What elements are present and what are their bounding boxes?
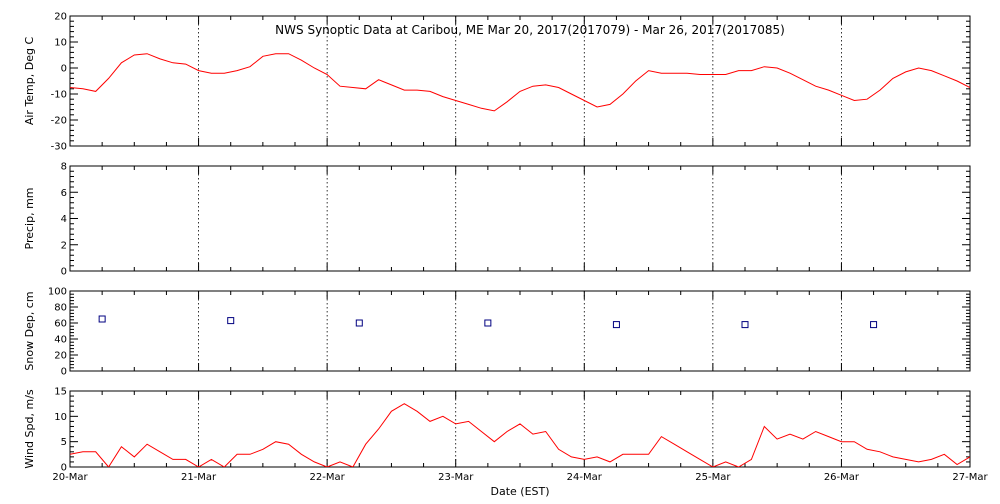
xtick-label-5: 25-Mar (695, 472, 731, 483)
chart-title: NWS Synoptic Data at Caribou, ME Mar 20,… (275, 23, 785, 37)
data-point-snow-depth-3 (484, 319, 492, 327)
series-line-air-temp (70, 53, 970, 112)
panel-frame-precip (69, 165, 971, 272)
ytick-label-wind-speed-2: 10 (54, 412, 67, 423)
ytick-label-precip-4: 8 (61, 162, 67, 173)
ytick-label-snow-depth-4: 80 (54, 303, 67, 314)
xtick-label-7: 27-Mar (952, 472, 988, 483)
data-point-snow-depth-6 (870, 321, 878, 329)
panel-frame-air-temp (69, 15, 971, 147)
ytick-label-wind-speed-3: 15 (54, 387, 67, 398)
xtick-label-4: 24-Mar (567, 472, 603, 483)
data-point-snow-depth-5 (741, 321, 749, 329)
ytick-label-air-temp-2: -10 (51, 90, 67, 101)
ytick-label-snow-depth-2: 40 (54, 335, 67, 346)
ytick-label-snow-depth-5: 100 (48, 287, 67, 298)
ytick-label-precip-2: 4 (61, 214, 67, 225)
panel-frame-snow-depth (69, 290, 971, 372)
data-point-snow-depth-2 (355, 319, 363, 327)
ytick-label-precip-1: 2 (61, 240, 67, 251)
ytick-label-precip-0: 0 (61, 267, 67, 278)
y-axis-label-air-temp: Air Temp, Deg C (23, 37, 36, 126)
panel-air-temp: -30 -20 -10 0 10 20 Air Temp, Deg C (23, 12, 971, 153)
ytick-label-air-temp-3: 0 (61, 64, 67, 75)
data-point-snow-depth-1 (227, 317, 235, 325)
xtick-label-0: 20-Mar (52, 472, 88, 483)
ytick-label-precip-3: 6 (61, 188, 67, 199)
y-axis-label-wind-speed: Wind Spd, m/s (23, 389, 36, 469)
ytick-label-snow-depth-1: 20 (54, 351, 67, 362)
xtick-label-3: 23-Mar (438, 472, 474, 483)
ytick-label-snow-depth-0: 0 (61, 367, 67, 378)
ytick-label-snow-depth-3: 60 (54, 319, 67, 330)
panel-snow-depth: 0 20 40 60 80 100 Snow Dep, cm (23, 287, 971, 378)
y-axis-label-precip: Precip, mm (23, 188, 36, 250)
ytick-label-air-temp-5: 20 (54, 12, 67, 23)
panel-wind-speed: 0 5 10 15 Wind Spd, m/s 20-Mar 21-Mar 22-Mar 23-… (23, 387, 988, 484)
ytick-label-wind-speed-0: 0 (61, 463, 67, 474)
data-point-snow-depth-4 (612, 321, 620, 329)
series-line-wind-speed (70, 403, 970, 467)
ytick-label-air-temp-1: -20 (51, 116, 67, 127)
chart-panels: -30 -20 -10 0 10 20 Air Temp, Deg C 0 2 4 6 8 Precip… (23, 12, 988, 484)
ytick-label-wind-speed-1: 5 (61, 437, 67, 448)
xtick-label-6: 26-Mar (824, 472, 860, 483)
ytick-label-air-temp-0: -30 (51, 142, 67, 153)
panel-frame-wind-speed (69, 390, 971, 468)
xtick-label-1: 21-Mar (181, 472, 217, 483)
ytick-label-air-temp-4: 10 (54, 38, 67, 49)
xtick-label-2: 22-Mar (310, 472, 346, 483)
data-point-snow-depth-0 (98, 315, 106, 323)
panel-precip: 0 2 4 6 8 Precip, mm (23, 162, 971, 278)
y-axis-label-snow-depth: Snow Dep, cm (23, 291, 36, 370)
x-axis-label: Date (EST) (490, 485, 549, 498)
